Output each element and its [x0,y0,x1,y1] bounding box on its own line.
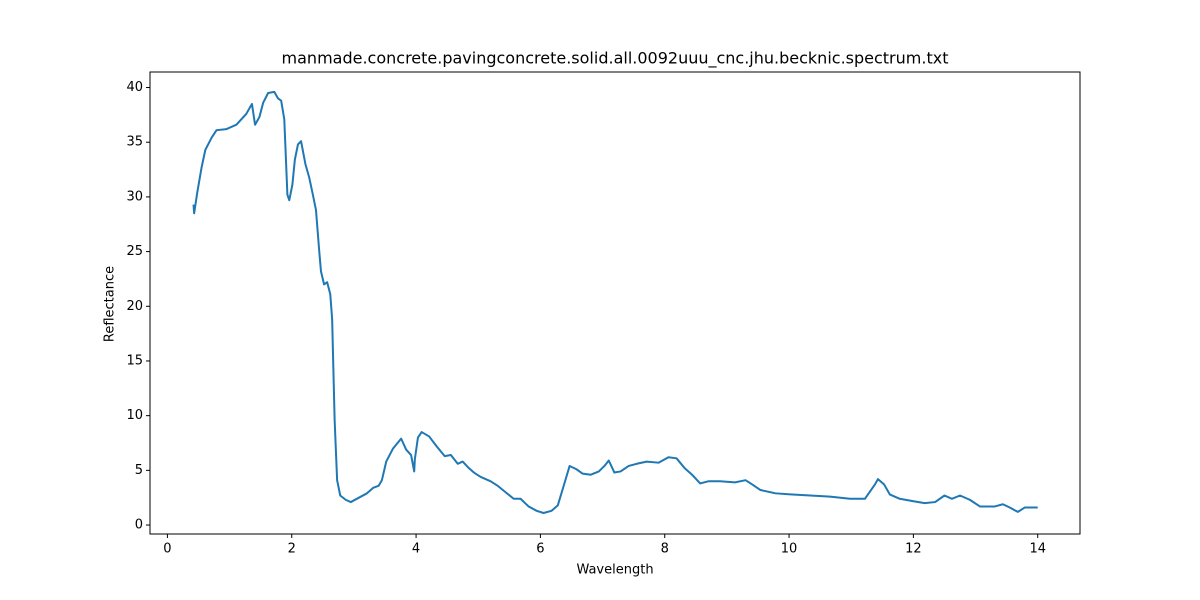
x-tick-label: 6 [536,542,544,557]
y-tick-label: 5 [135,463,143,478]
x-tick-label: 10 [781,542,798,557]
y-tick-label: 35 [126,135,143,150]
chart-title: manmade.concrete.pavingconcrete.solid.al… [282,49,949,69]
y-tick-label: 25 [126,244,143,259]
x-tick-label: 2 [288,542,296,557]
x-tick-label: 0 [163,542,171,557]
y-tick-label: 30 [126,189,143,204]
y-tick-label: 15 [126,353,143,368]
y-tick-label: 40 [126,80,143,95]
x-axis-label: Wavelength [576,563,653,578]
y-tick-label: 10 [126,408,143,423]
y-axis-label: Reflectance [103,266,118,342]
x-tick-label: 14 [1029,542,1046,557]
y-tick-label: 20 [126,299,143,314]
data-line [192,90,1038,514]
y-tick-label: 0 [135,518,143,533]
x-tick-label: 12 [905,542,922,557]
plot-frame [149,71,1081,535]
x-tick-label: 8 [661,542,669,557]
x-tick-label: 4 [412,542,420,557]
